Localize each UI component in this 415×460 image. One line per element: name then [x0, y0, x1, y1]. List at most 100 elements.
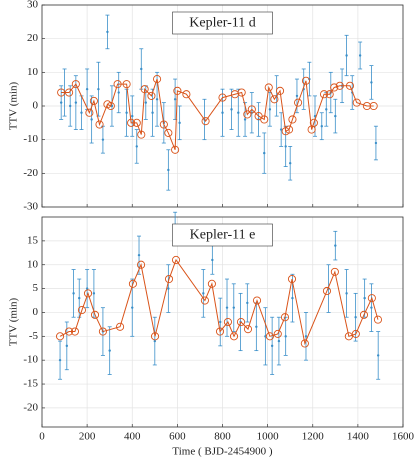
- model-point: [201, 117, 210, 126]
- observed-point: [85, 287, 89, 290]
- observed-point: [354, 316, 357, 319]
- model-point: [325, 90, 334, 99]
- title-box: [172, 223, 273, 247]
- chart-title: Kepler-11 d: [189, 16, 255, 31]
- model-point: [95, 120, 104, 129]
- observed-point: [108, 349, 111, 352]
- observed-point: [97, 87, 100, 91]
- model-point: [237, 88, 246, 97]
- model-point: [70, 327, 79, 336]
- model-line: [59, 258, 379, 346]
- model-point: [369, 101, 378, 111]
- model-point: [345, 81, 355, 90]
- x-tick-label: 800: [214, 431, 231, 443]
- model-point: [57, 88, 66, 97]
- model-point: [252, 296, 262, 305]
- observed-point: [167, 287, 170, 290]
- model-point: [140, 85, 149, 94]
- y-tick-label: -15: [23, 378, 38, 390]
- observed-point: [325, 108, 328, 111]
- x-tick-label: 1400: [347, 431, 370, 443]
- x-tick-label: 0: [39, 431, 45, 443]
- y-tick-label: 0: [33, 100, 39, 112]
- observed-point: [345, 54, 348, 57]
- x-tick-label: 1200: [302, 431, 325, 443]
- observed-point: [117, 91, 120, 94]
- model-point: [280, 313, 290, 322]
- observed-point: [202, 292, 205, 295]
- model-point: [236, 317, 246, 327]
- model-point: [367, 294, 376, 303]
- model-line: [61, 78, 374, 150]
- observed-point: [304, 335, 308, 338]
- model-point: [83, 289, 93, 298]
- observed-point: [155, 98, 159, 101]
- model-point: [171, 255, 181, 265]
- observed-point: [263, 151, 266, 155]
- observed-point: [144, 101, 147, 104]
- observed-point: [370, 306, 373, 309]
- y-tick-label: -5: [29, 330, 39, 342]
- observed-point: [69, 104, 72, 108]
- observed-point: [80, 111, 83, 114]
- model-point: [128, 279, 137, 288]
- y-tick-label: 5: [33, 282, 39, 294]
- observed-point: [237, 111, 240, 114]
- model-point: [164, 128, 173, 137]
- model-point: [136, 260, 146, 269]
- observed-point: [167, 168, 170, 172]
- model-point: [309, 118, 318, 127]
- x-axis-label: Time ( BJD-2454900 ): [172, 446, 272, 458]
- observed-point: [74, 101, 78, 104]
- model-point: [132, 118, 141, 127]
- model-point: [352, 98, 361, 107]
- model-point: [65, 327, 74, 336]
- model-point: [223, 317, 232, 327]
- model-point: [260, 115, 269, 124]
- observed-point: [140, 67, 143, 71]
- model-point: [116, 322, 125, 331]
- model-point: [270, 95, 279, 104]
- y-axis-label: TTV (min): [8, 81, 20, 130]
- observed-point: [59, 101, 63, 104]
- chart-title: Kepler-11 e: [190, 228, 256, 243]
- observed-point: [125, 111, 128, 114]
- model-point: [247, 105, 256, 114]
- observed-point: [230, 108, 233, 111]
- observed-point: [173, 98, 177, 101]
- model-point: [373, 315, 383, 324]
- y-tick-label: -10: [23, 133, 38, 145]
- model-point: [229, 332, 239, 341]
- y-tick-label: 15: [27, 234, 39, 246]
- model-point: [330, 83, 339, 92]
- model-point: [294, 98, 303, 107]
- observed-point: [270, 344, 274, 348]
- model-point: [330, 267, 339, 276]
- model-point: [90, 310, 100, 319]
- observed-point: [211, 258, 214, 262]
- y-tick-label: -30: [23, 201, 38, 213]
- y-tick-label: -20: [23, 167, 38, 179]
- observed-point: [101, 138, 105, 141]
- y-tick-label: -20: [23, 401, 38, 413]
- observed-point: [232, 306, 235, 309]
- observed-point: [78, 296, 81, 300]
- observed-point: [225, 306, 229, 309]
- observed-point: [85, 87, 89, 91]
- model-point: [285, 125, 294, 134]
- model-point: [344, 332, 353, 341]
- model-point: [182, 90, 191, 99]
- model-point: [264, 83, 273, 92]
- observed-point: [334, 114, 337, 118]
- model-point: [127, 118, 136, 127]
- model-point: [85, 108, 94, 117]
- model-point: [319, 90, 329, 99]
- observed-point: [221, 111, 224, 114]
- x-tick-label: 200: [79, 431, 96, 443]
- model-point: [171, 145, 180, 154]
- model-point: [287, 274, 297, 284]
- observed-point: [334, 244, 337, 247]
- model-point: [322, 286, 332, 296]
- model-point: [98, 327, 107, 336]
- observed-point: [131, 306, 134, 309]
